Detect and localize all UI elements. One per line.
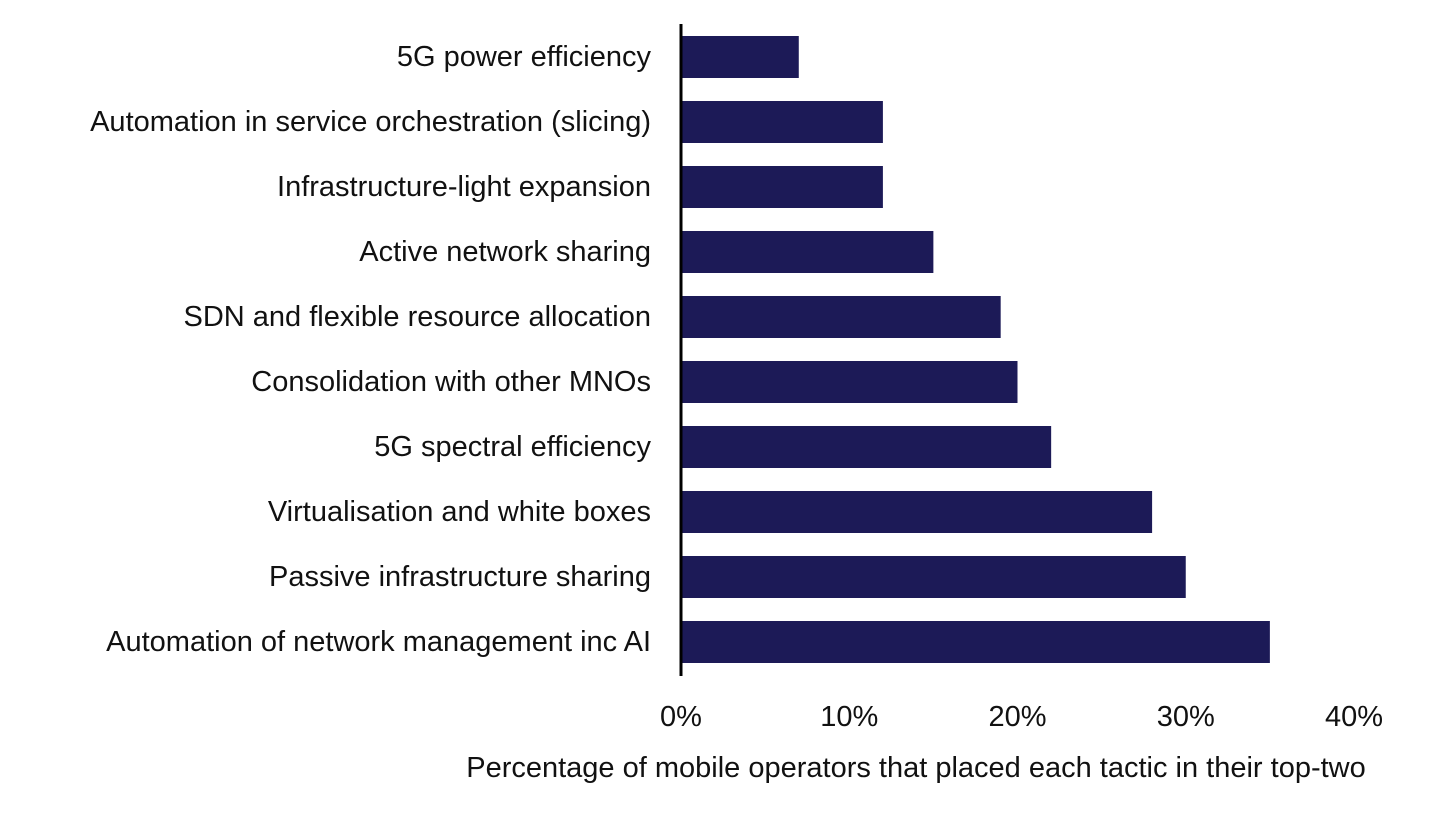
- category-label: Virtualisation and white boxes: [268, 496, 651, 528]
- bar: [681, 296, 1001, 338]
- category-label: 5G spectral efficiency: [374, 431, 651, 463]
- x-tick-labels: 0% 10% 20% 30% 40%: [660, 701, 1383, 733]
- bar: [681, 621, 1270, 663]
- category-label: Infrastructure-light expansion: [277, 171, 651, 203]
- category-label: Active network sharing: [359, 236, 651, 268]
- bar: [681, 101, 883, 143]
- category-label: Consolidation with other MNOs: [251, 366, 651, 398]
- x-tick-label: 10%: [820, 701, 878, 733]
- bar: [681, 556, 1186, 598]
- bar: [681, 361, 1018, 403]
- category-label: Automation in service orchestration (sli…: [90, 106, 651, 138]
- category-labels: 5G power efficiency Automation in service…: [90, 41, 651, 658]
- x-tick-label: 30%: [1157, 701, 1215, 733]
- x-tick-label: 0%: [660, 701, 702, 733]
- bar: [681, 36, 799, 78]
- bar: [681, 491, 1153, 533]
- x-axis-title: Percentage of mobile operators that plac…: [466, 752, 1366, 784]
- x-tick-label: 20%: [988, 701, 1046, 733]
- bar: [681, 166, 883, 208]
- category-label: SDN and flexible resource allocation: [184, 301, 651, 333]
- bar: [681, 231, 934, 273]
- bars-group: [681, 36, 1270, 663]
- category-label: Automation of network management inc AI: [106, 626, 651, 658]
- category-label: 5G power efficiency: [397, 41, 652, 73]
- bar: [681, 426, 1052, 468]
- category-label: Passive infrastructure sharing: [269, 561, 651, 593]
- x-tick-label: 40%: [1325, 701, 1383, 733]
